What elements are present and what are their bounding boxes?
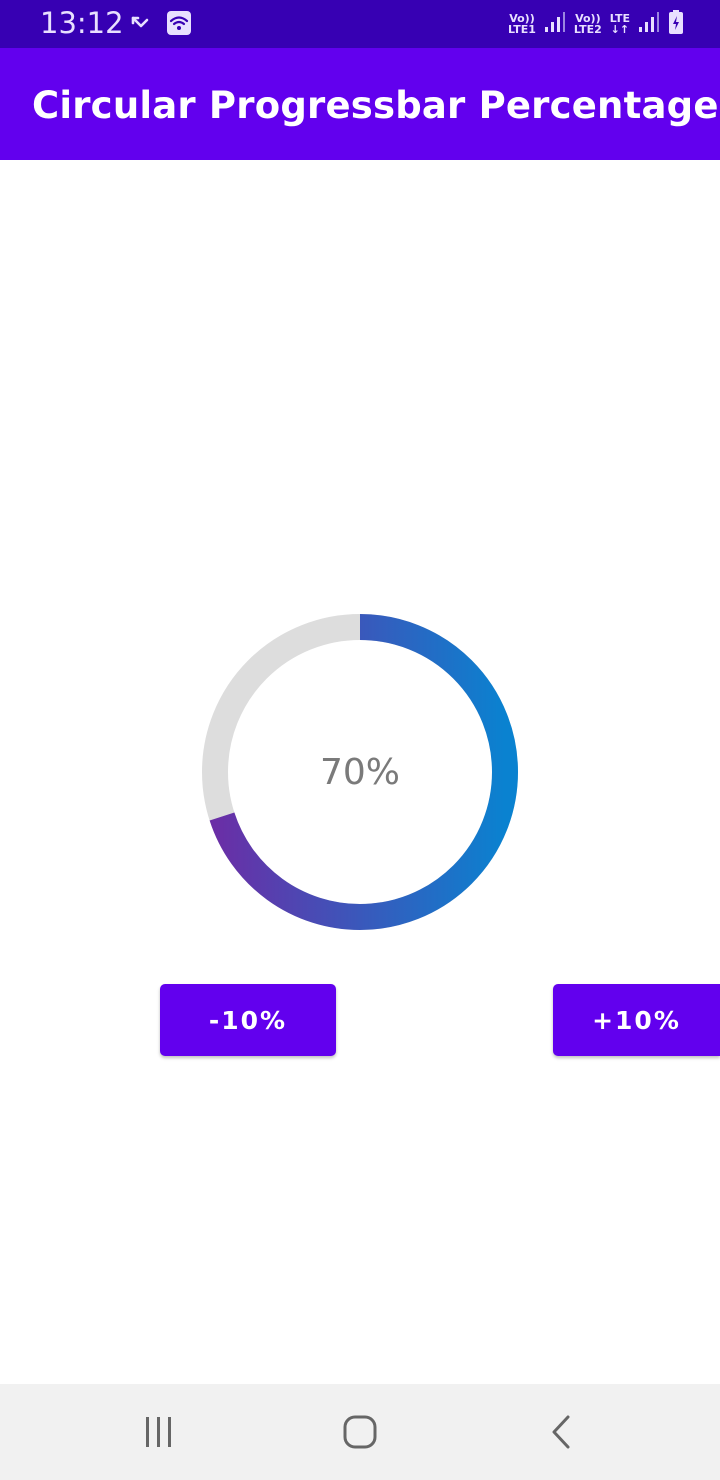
decrease-button[interactable]: -10% [160, 984, 336, 1056]
back-icon[interactable] [542, 1412, 582, 1452]
missed-call-icon [130, 12, 152, 38]
app-bar: Circular Progressbar Percentage [0, 48, 720, 160]
battery-charging-icon [668, 9, 684, 39]
recent-apps-icon[interactable] [139, 1412, 179, 1452]
signal-icon [638, 11, 660, 37]
status-time: 13:12 [40, 6, 124, 40]
sim2-label: Vo)) LTE2 [573, 12, 602, 36]
home-icon[interactable] [340, 1412, 380, 1452]
wifi-icon [166, 10, 192, 40]
page-title: Circular Progressbar Percentage [32, 84, 719, 127]
progress-percentage: 70% [319, 752, 400, 793]
sim1-label: Vo)) LTE1 [508, 12, 536, 36]
circular-progress: 70% [200, 612, 520, 932]
signal-icon [544, 11, 566, 37]
progress-arc [202, 614, 518, 930]
navigation-bar [0, 1384, 720, 1480]
sim2-data-label: LTE ↓↑ [609, 12, 630, 36]
status-bar: 13:12 Vo)) LTE1 [0, 0, 720, 48]
increase-button[interactable]: +10% [553, 984, 720, 1056]
